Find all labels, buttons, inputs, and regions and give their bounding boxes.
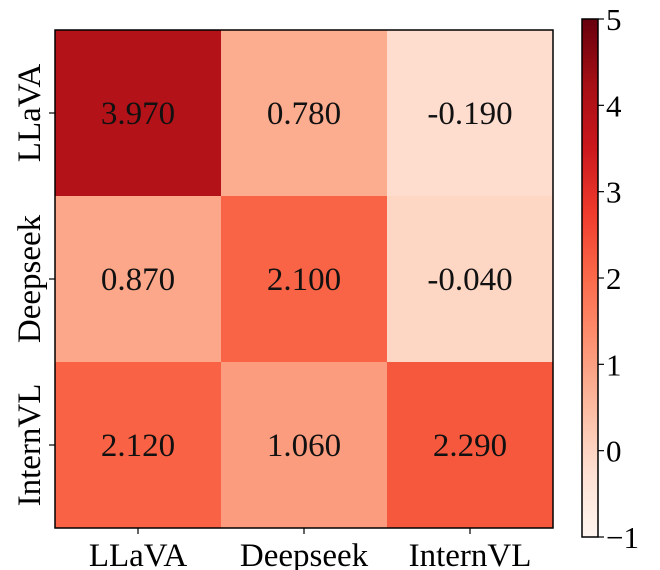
colorbar-tick-label: 0 — [606, 434, 622, 469]
heatmap-cell-label: 0.780 — [267, 96, 341, 132]
heatmap-cell-label: 3.970 — [101, 96, 175, 132]
y-tick-label: InternVL — [12, 384, 48, 507]
x-tick-label: InternVL — [409, 538, 532, 570]
y-tick-label: Deepseek — [12, 214, 48, 343]
heatmap-cell — [221, 30, 387, 196]
y-axis: LLaVA Deepseek InternVL — [12, 64, 55, 507]
heatmap-cell-label: 0.870 — [101, 262, 175, 298]
heatmap-cell-label: -0.040 — [427, 262, 512, 298]
heatmap-cell — [221, 362, 387, 528]
heatmap-value-labels: 3.970 0.780 -0.190 0.870 2.100 -0.040 2.120 1.0… — [101, 96, 513, 464]
heatmap-cell-label: 2.100 — [267, 262, 341, 298]
heatmap-cell — [387, 30, 553, 196]
x-tick-label: LLaVA — [89, 538, 188, 570]
colorbar-tick-label: 4 — [606, 88, 622, 123]
heatmap-cell — [55, 362, 221, 528]
heatmap-cell-label: -0.190 — [427, 96, 512, 132]
colorbar-gradient — [581, 18, 599, 538]
heatmap-cell — [55, 196, 221, 362]
x-axis: LLaVA Deepseek InternVL — [89, 528, 532, 570]
x-tick-label: Deepseek — [240, 538, 369, 570]
heatmap-cells — [55, 30, 553, 528]
colorbar-tick-label: −1 — [606, 520, 639, 555]
heatmap-cell — [387, 196, 553, 362]
heatmap-cell-label: 1.060 — [267, 428, 341, 464]
heatmap-cell — [55, 30, 221, 196]
heatmap-cell — [221, 196, 387, 362]
heatmap-cell — [387, 362, 553, 528]
colorbar-tick-label: 3 — [606, 175, 622, 210]
heatmap-cell-label: 2.120 — [101, 428, 175, 464]
colorbar-tick-label: 2 — [606, 261, 622, 296]
colorbar-tick-label: 5 — [606, 2, 622, 37]
y-tick-label: LLaVA — [12, 64, 48, 163]
heatmap-cell-label: 2.290 — [433, 428, 507, 464]
colorbar-tick-label: 1 — [606, 347, 622, 382]
colorbar: −1 0 1 2 3 4 5 — [581, 2, 639, 555]
colorbar-ticks: −1 0 1 2 3 4 5 — [598, 2, 639, 555]
